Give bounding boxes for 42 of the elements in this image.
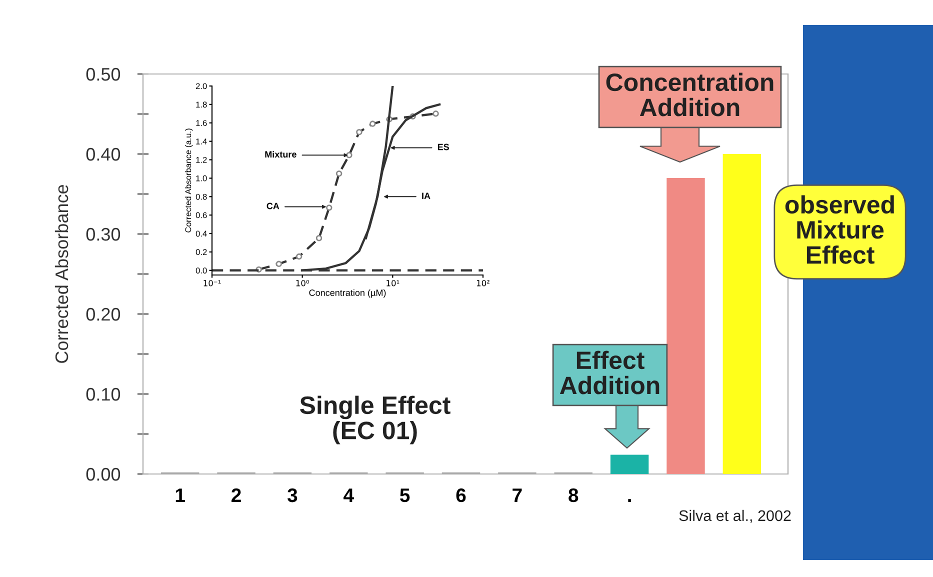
x-tick-label: 2: [232, 488, 241, 502]
annotation: ES: [438, 144, 450, 150]
x-tick-label: 8: [568, 488, 578, 502]
y-tick-label: 1.2: [196, 156, 207, 163]
y-tick-label: 0.4: [196, 230, 207, 237]
x-tick-label: .: [628, 499, 631, 502]
y-tick-label: 0.10: [86, 388, 120, 401]
x-tick-label: 6: [456, 488, 466, 502]
y-tick-label: 0.20: [86, 308, 120, 321]
y-tick-label: 1.8: [196, 102, 207, 108]
x-tick-label: 10⁰: [296, 280, 310, 286]
y-tick-label: 1.0: [196, 175, 207, 182]
y-tick-label: 0.6: [196, 212, 207, 218]
text: Silva et al., 2002: [679, 510, 791, 523]
annotation: Effect Addition: [560, 350, 660, 394]
x-tick-label: 10¹: [386, 280, 400, 286]
x-tick-label: 3: [287, 488, 298, 502]
x-tick-label: 4: [344, 488, 354, 502]
annotation: CA: [266, 202, 280, 210]
y-axis-title: Corrected Absorbance: [54, 184, 68, 363]
x-tick-label: 7: [512, 488, 522, 502]
x-tick-label: 10⁻¹: [204, 280, 221, 286]
y-tick-label: 0.8: [196, 194, 207, 200]
annotation: observed Mixture Effect: [785, 195, 894, 264]
y-tick-label: 1.4: [196, 138, 207, 144]
x-tick-label: 5: [400, 488, 410, 502]
x-tick-label: 10²: [476, 280, 490, 286]
y-tick-label: 0.40: [86, 148, 120, 161]
y-tick-label: 0.2: [196, 249, 207, 256]
y-tick-label: 0.0: [196, 268, 207, 274]
x-axis-title: Concentration (µM): [309, 289, 386, 298]
annotation: IA: [422, 192, 430, 199]
y-tick-label: 1.6: [196, 120, 207, 126]
y-tick-label: 2.0: [196, 83, 207, 90]
y-axis-title: Corrected Absorbance (a.u.): [185, 128, 193, 232]
annotation: Mixture: [265, 150, 296, 158]
y-tick-label: 0.00: [86, 468, 120, 481]
x-tick-label: 1: [176, 488, 185, 502]
y-tick-label: 0.30: [86, 228, 120, 241]
annotation: Concentration Addition: [606, 72, 774, 116]
y-tick-label: 0.50: [86, 68, 120, 81]
annotation: Single Effect (EC 01): [300, 396, 450, 444]
